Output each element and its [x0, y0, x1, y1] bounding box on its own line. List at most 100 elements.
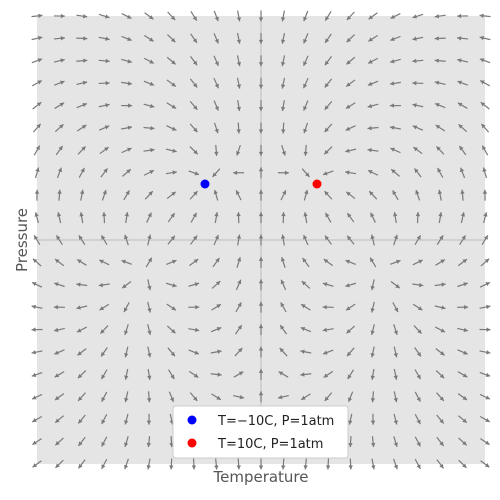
field-arrow [412, 282, 424, 288]
field-arrow [458, 459, 467, 469]
field-arrow [79, 189, 85, 201]
field-arrow [367, 57, 379, 64]
field-arrow [480, 460, 490, 468]
field-arrow [167, 34, 176, 43]
field-arrow [370, 346, 375, 358]
field-arrow [303, 122, 309, 134]
field-arrow [121, 147, 132, 154]
field-arrow [435, 258, 446, 266]
field-arrow [280, 100, 286, 112]
field-arrow [31, 35, 43, 41]
field-arrow [393, 234, 398, 246]
field-arrow [300, 349, 312, 354]
field-arrow [370, 324, 375, 336]
field-arrow [412, 259, 424, 266]
legend-entry-1: T=−10C, P=1atm [217, 414, 334, 429]
field-arrow [76, 80, 88, 86]
field-arrow [280, 32, 286, 44]
field-arrow [435, 124, 446, 132]
field-arrow [434, 305, 446, 310]
field-arrow [457, 282, 469, 288]
field-arrow [53, 36, 65, 41]
field-arrow [189, 78, 198, 88]
field-arrow [367, 148, 379, 153]
field-arrow [458, 123, 468, 133]
field-arrow [414, 369, 422, 380]
field-arrow [412, 58, 424, 64]
field-arrow [34, 212, 39, 224]
field-arrow [166, 259, 177, 266]
field-arrow [165, 170, 177, 175]
field-arrow [166, 79, 177, 87]
field-arrow [258, 279, 264, 291]
field-arrow [324, 190, 333, 200]
field-arrow [415, 189, 421, 201]
field-arrow [236, 144, 241, 156]
field-arrow [32, 123, 42, 133]
field-arrow [436, 235, 444, 245]
field-arrow [370, 368, 375, 380]
field-arrow [483, 212, 488, 224]
field-arrow [346, 34, 355, 43]
field-arrow [190, 33, 198, 44]
field-arrow [479, 393, 491, 400]
field-arrow [479, 415, 491, 423]
field-arrow [99, 146, 109, 155]
field-arrow [302, 77, 309, 89]
field-arrow [167, 11, 176, 21]
field-arrow [77, 414, 86, 424]
field-arrow [460, 212, 466, 224]
field-arrow [214, 212, 219, 224]
field-arrow [322, 170, 334, 176]
field-arrow [124, 324, 129, 336]
field-arrow [100, 325, 109, 335]
field-arrow [280, 234, 286, 246]
legend-box [172, 405, 349, 459]
field-arrow [303, 100, 309, 111]
field-arrow [300, 393, 311, 401]
field-arrow [258, 32, 264, 44]
field-arrow [390, 168, 400, 177]
field-arrow [279, 324, 288, 335]
field-arrow [368, 12, 378, 20]
field-arrow [412, 125, 424, 131]
field-arrow [76, 326, 87, 333]
legend: T=−10C, P=1atm T=10C, P=1atm [172, 405, 349, 459]
field-arrow [101, 414, 108, 425]
field-arrow [436, 392, 445, 402]
field-arrow [368, 190, 378, 200]
field-arrow [277, 170, 289, 176]
field-arrow [345, 79, 356, 87]
field-arrow [124, 212, 130, 224]
field-arrow [123, 302, 130, 313]
field-arrow [31, 80, 43, 87]
field-arrow [258, 458, 264, 470]
field-arrow [438, 212, 443, 224]
field-arrow [32, 460, 42, 468]
field-arrow [434, 102, 446, 109]
field-arrow [367, 80, 379, 86]
field-arrow [235, 279, 242, 291]
legend-entry-2: T=10C, P=1atm [217, 437, 323, 452]
field-arrow [370, 234, 375, 246]
field-arrow [121, 58, 133, 64]
field-arrow [34, 167, 40, 179]
field-arrow [145, 257, 153, 268]
field-arrow [165, 282, 177, 288]
field-arrow [165, 148, 177, 153]
field-arrow [457, 371, 468, 378]
field-arrow [144, 190, 154, 200]
field-arrow [457, 80, 468, 86]
field-arrow [457, 349, 468, 355]
field-arrow [370, 279, 375, 291]
field-arrow [188, 170, 200, 176]
field-arrow [188, 282, 200, 287]
field-arrow [414, 234, 422, 246]
field-arrow [393, 413, 398, 425]
field-arrow [457, 36, 469, 41]
field-arrow [213, 122, 219, 134]
field-arrow [98, 282, 110, 288]
field-arrow [236, 10, 242, 22]
field-arrow [147, 301, 152, 313]
field-arrow [189, 392, 198, 402]
